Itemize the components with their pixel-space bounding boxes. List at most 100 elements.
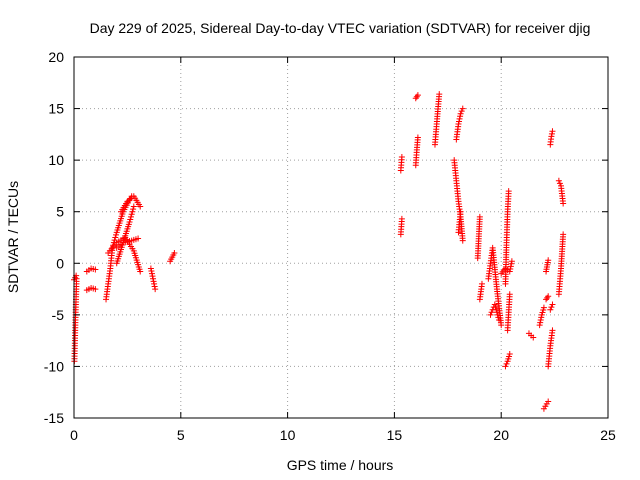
x-tick-label: 20	[493, 427, 509, 443]
data-point	[127, 213, 134, 220]
grid	[74, 57, 608, 418]
y-tick-label: 10	[48, 152, 64, 168]
data-point	[476, 213, 483, 220]
data-point	[536, 322, 543, 329]
data-point	[73, 275, 80, 282]
data-point	[135, 235, 142, 242]
y-axis-ticks: -15 -10 -5 0 5 10 15 20	[44, 49, 608, 426]
data-point	[506, 291, 513, 298]
x-axis-ticks: 0 5 10 15 20 25	[70, 57, 616, 443]
data-point	[113, 231, 120, 238]
data-point	[459, 105, 466, 112]
data-point	[478, 280, 485, 287]
data-point	[493, 306, 500, 313]
data-point	[413, 93, 420, 100]
data-point	[548, 304, 555, 311]
data-point	[149, 273, 156, 280]
data-point	[537, 317, 544, 324]
data-point	[506, 268, 513, 275]
data-point	[137, 268, 144, 275]
data-point	[148, 270, 155, 277]
data-point	[129, 208, 136, 215]
data-point	[456, 115, 463, 122]
data-point	[398, 154, 405, 161]
data-point	[147, 265, 154, 272]
data-point	[128, 211, 135, 218]
y-axis-label: SDTVAR / TECUs	[5, 181, 21, 293]
data-point	[492, 304, 499, 311]
data-point	[458, 108, 465, 115]
data-point	[151, 283, 158, 290]
data-point	[555, 177, 562, 184]
y-tick-label: -5	[52, 307, 65, 323]
data-point	[127, 216, 134, 223]
y-tick-label: 5	[56, 204, 64, 220]
data-point	[436, 91, 443, 98]
data-point	[560, 200, 567, 207]
data-point	[151, 280, 158, 287]
data-point	[544, 294, 551, 301]
data-point	[545, 293, 552, 300]
data-point	[530, 334, 537, 341]
data-point	[508, 258, 515, 265]
data-point	[507, 265, 514, 272]
data-point	[545, 257, 552, 264]
data-point	[549, 128, 556, 135]
data-point	[506, 351, 513, 358]
y-tick-label: 0	[56, 255, 64, 271]
data-point	[398, 215, 405, 222]
data-point	[498, 322, 505, 329]
data-point	[152, 286, 159, 293]
plot-frame	[73, 56, 609, 419]
data-point	[493, 309, 500, 316]
y-tick-label: -10	[44, 358, 64, 374]
x-axis-label: GPS time / hours	[287, 457, 394, 473]
y-tick-label: 20	[48, 49, 64, 65]
x-tick-label: 25	[600, 427, 616, 443]
data-point	[459, 237, 466, 244]
data-point	[547, 306, 554, 313]
data-point	[505, 188, 512, 195]
data-point	[130, 206, 137, 213]
data-point	[171, 249, 178, 256]
data-point	[150, 275, 157, 282]
data-point	[556, 180, 563, 187]
chart-title: Day 229 of 2025, Sidereal Day-to-day VTE…	[90, 20, 591, 36]
data-point	[502, 363, 509, 370]
data-point	[545, 398, 552, 405]
data-point	[487, 311, 494, 318]
data-point	[112, 234, 119, 241]
x-tick-label: 10	[280, 427, 296, 443]
data-point	[508, 260, 515, 267]
data-points	[71, 91, 567, 412]
data-point	[414, 92, 421, 99]
data-point	[488, 309, 495, 316]
data-point	[92, 286, 99, 293]
data-point	[92, 266, 99, 273]
data-point	[455, 121, 462, 128]
data-point	[457, 110, 464, 117]
data-point	[538, 314, 545, 321]
data-point	[414, 134, 421, 141]
data-point	[503, 360, 510, 367]
data-point	[495, 314, 502, 321]
data-point	[148, 268, 155, 275]
y-tick-label: -15	[44, 410, 64, 426]
data-point	[130, 203, 137, 210]
data-point	[457, 113, 464, 120]
data-point	[150, 278, 157, 285]
data-point	[560, 231, 567, 238]
y-tick-label: 15	[48, 101, 64, 117]
data-point	[540, 304, 547, 311]
data-point	[507, 263, 514, 270]
data-point	[549, 327, 556, 334]
x-tick-label: 15	[387, 427, 403, 443]
data-point	[537, 319, 544, 326]
data-point	[496, 317, 503, 324]
x-tick-label: 0	[70, 427, 78, 443]
data-point	[548, 133, 555, 140]
data-point	[137, 203, 144, 210]
data-point	[456, 118, 463, 125]
data-point	[491, 301, 498, 308]
data-point	[548, 130, 555, 137]
